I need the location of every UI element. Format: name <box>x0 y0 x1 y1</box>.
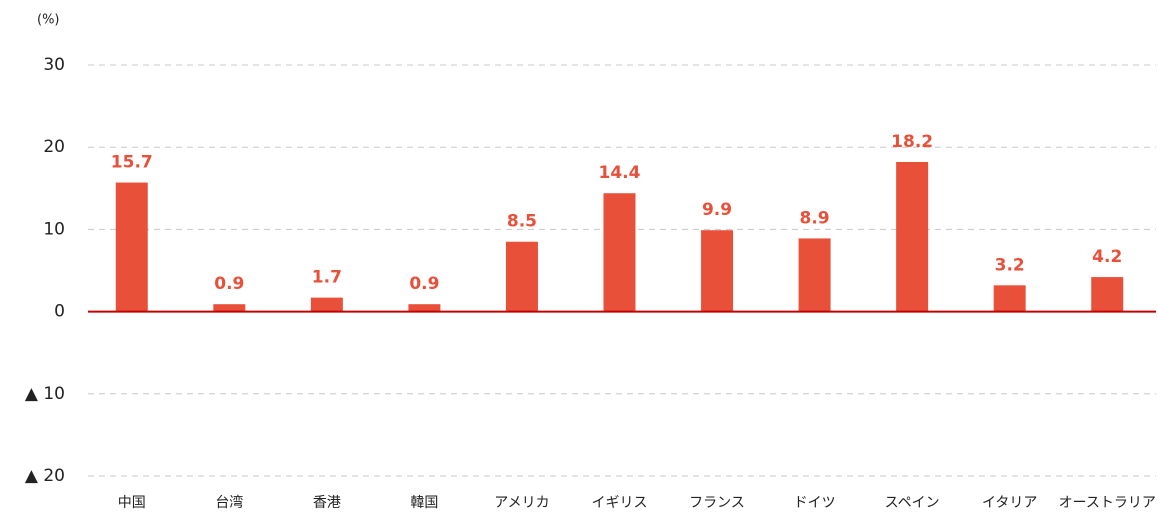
x-tick-label: フランス <box>689 495 745 511</box>
x-tick-label: 台湾 <box>215 494 243 511</box>
bar <box>1091 277 1124 312</box>
bar <box>213 304 246 312</box>
bar <box>993 285 1026 312</box>
bar <box>603 193 636 312</box>
unit-label: (%) <box>37 13 60 28</box>
y-tick-label: 20 <box>43 137 65 157</box>
bar <box>505 241 538 312</box>
y-tick-label: ▲ 10 <box>25 384 65 404</box>
x-tick-label: スペイン <box>885 495 940 511</box>
value-label: 15.7 <box>111 153 153 173</box>
y-tick-label: 30 <box>43 55 65 75</box>
x-tick-label: イタリア <box>982 495 1037 511</box>
bar <box>310 297 343 312</box>
value-label: 18.2 <box>891 132 933 152</box>
value-label: 0.9 <box>214 274 244 294</box>
bar <box>896 161 929 312</box>
value-label: 1.7 <box>312 268 342 288</box>
x-tick-label: イギリス <box>592 495 648 511</box>
x-tick-label: 韓国 <box>410 495 438 511</box>
y-tick-label: 10 <box>43 219 65 239</box>
x-tick-label: 中国 <box>118 495 146 511</box>
x-tick-label: オーストラリア <box>1059 495 1156 511</box>
value-label: 4.2 <box>1092 247 1122 267</box>
x-tick-label: アメリカ <box>494 495 549 511</box>
value-label: 0.9 <box>409 274 439 294</box>
value-label: 8.9 <box>800 208 830 228</box>
x-tick-label: ドイツ <box>794 495 836 511</box>
x-tick-label: 香港 <box>313 495 341 511</box>
y-tick-label: 0 <box>54 302 65 322</box>
value-label: 14.4 <box>599 163 641 183</box>
y-tick-label: ▲ 20 <box>25 466 65 486</box>
value-label: 3.2 <box>995 255 1025 275</box>
value-label: 9.9 <box>702 200 732 220</box>
bar <box>115 182 148 312</box>
bar <box>408 304 441 312</box>
bar <box>701 230 734 312</box>
value-label: 8.5 <box>507 212 537 232</box>
bar <box>798 238 831 312</box>
